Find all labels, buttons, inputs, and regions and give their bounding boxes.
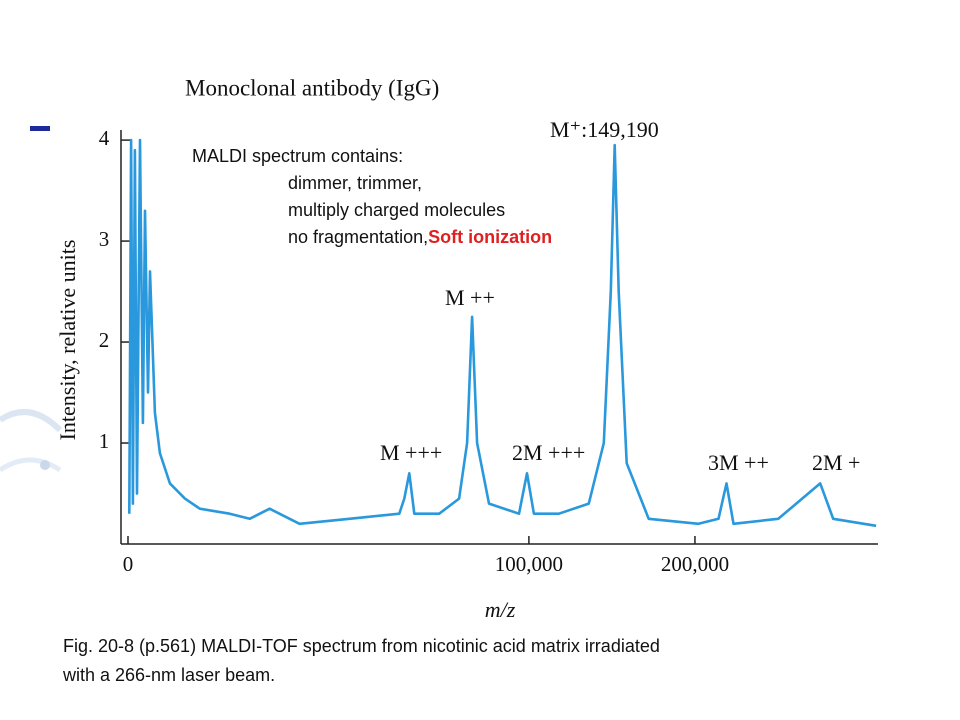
decor [0,409,63,433]
slide-dash [30,126,50,131]
decor [0,457,62,473]
callout-line: dimmer, trimmer, [288,173,422,193]
caption-line: Fig. 20-8 (p.561) MALDI-TOF spectrum fro… [63,636,660,656]
spectrum-line [128,138,877,528]
peak-annotation: 3M ++ [708,450,769,475]
peak-annotation: M ++ [445,285,495,310]
callout-line: multiply charged molecules [288,200,505,220]
x-tick-label: 100,000 [495,552,563,576]
peak-annotation: M⁺:149,190 [550,117,659,142]
callout-highlight: Soft ionization [428,227,552,247]
x-tick-label: 0 [123,552,134,576]
x-axis-label: m/z [485,597,516,622]
y-axis-label: Intensity, relative units [55,240,80,441]
callout-heading: MALDI spectrum contains: [192,146,403,166]
caption-line: with a 266-nm laser beam. [62,665,275,685]
y-tick-label: 4 [99,126,110,150]
callout-line: no fragmentation, [288,227,428,247]
y-tick-label: 3 [99,227,110,251]
peak-annotation: 2M +++ [512,440,585,465]
decor [40,460,50,470]
chart-title: Monoclonal antibody (IgG) [185,75,439,100]
y-tick-label: 1 [99,429,110,453]
peak-annotation: 2M + [812,450,860,475]
x-tick-label: 200,000 [661,552,729,576]
y-tick-label: 2 [99,328,110,352]
peak-annotation: M +++ [380,440,442,465]
